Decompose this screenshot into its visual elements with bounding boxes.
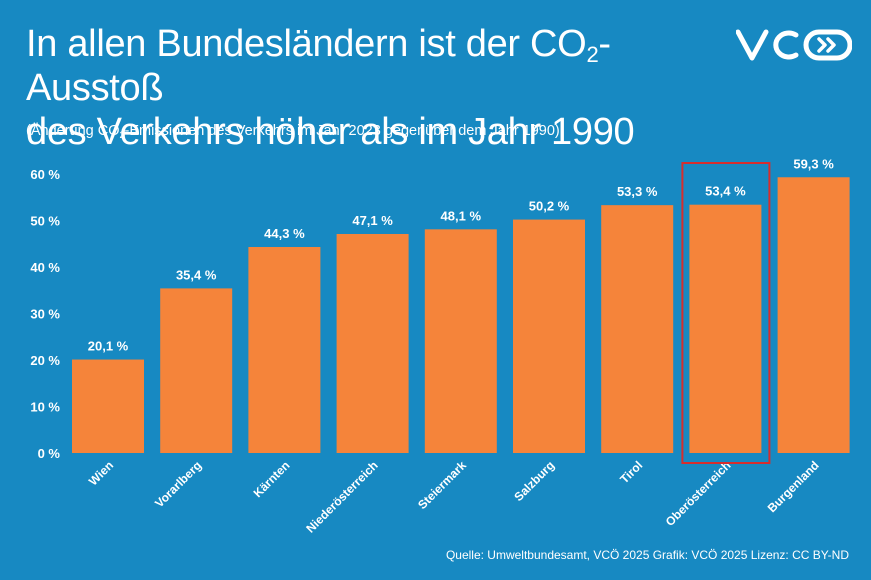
x-tick-label: Salzburg (511, 458, 557, 504)
bar-kärnten (248, 247, 321, 453)
value-label: 53,3 % (617, 184, 658, 199)
x-tick-label: Kärnten (251, 458, 293, 500)
title-line2: des Verkehrs höher als im Jahr 1990 (26, 111, 635, 153)
value-label: 48,1 % (441, 208, 482, 223)
x-tick-label: Tirol (617, 458, 645, 486)
title-line1-prefix: In allen Bundesländern ist der CO (26, 23, 587, 65)
y-tick-label: 10 % (30, 400, 60, 415)
bars (72, 177, 850, 453)
y-tick-label: 30 % (30, 307, 60, 322)
source-note: Quelle: Umweltbundesamt, VCÖ 2025 Grafik… (445, 548, 849, 562)
bar-burgenland (777, 177, 850, 453)
bar-tirol (601, 205, 674, 453)
chart-subtitle: (Änderung CO2-Emissionen des Verkehrs im… (26, 122, 560, 140)
value-label: 20,1 % (88, 339, 129, 354)
value-label: 59,3 % (793, 156, 834, 171)
subtitle-suffix: -Emissionen des Verkehrs im Jahr 2023 ge… (124, 123, 560, 139)
x-tick-label: Niederösterreich (303, 458, 380, 535)
x-tick-label: Vorarlberg (152, 458, 204, 510)
value-label: 35,4 % (176, 267, 217, 282)
x-tick-label: Burgenland (765, 458, 822, 515)
x-tick-label: Oberösterreich (663, 458, 734, 529)
value-label: 50,2 % (529, 199, 570, 214)
y-tick-label: 20 % (30, 353, 60, 368)
bar-vorarlberg (160, 288, 233, 453)
chart-title: In allen Bundesländern ist der CO2-Ausst… (26, 22, 726, 154)
subtitle-co2-subscript: 2 (119, 130, 125, 140)
y-tick-label: 50 % (30, 214, 60, 229)
y-tick-label: 0 % (38, 446, 61, 461)
bar-steiermark (424, 229, 497, 453)
y-tick-label: 60 % (30, 167, 60, 182)
title-line1-suffix: -Ausstoß (26, 23, 611, 109)
x-axis-labels: Wien Vorarlberg Kärnten Niederösterreich Ste… (86, 458, 822, 536)
y-tick-label: 40 % (30, 260, 60, 275)
value-label: 47,1 % (352, 213, 393, 228)
value-label: 44,3 % (264, 226, 305, 241)
bar-niederösterreich (336, 233, 409, 453)
y-axis-ticks: 0 % 10 % 20 % 30 % 40 % 50 % 60 % (30, 167, 60, 461)
title-co2-subscript: 2 (586, 42, 599, 67)
value-labels: 20,1 % 35,4 % 44,3 % 47,1 % 48,1 % 50,2 % 53,3… (88, 156, 835, 353)
x-tick-label: Wien (86, 458, 116, 488)
highlight-box (681, 162, 771, 464)
subtitle-prefix: (Änderung CO (26, 123, 120, 139)
value-label: 53,4 % (705, 184, 746, 199)
bar-salzburg (513, 219, 585, 453)
x-tick-label: Steiermark (415, 458, 469, 512)
bar-wien (72, 359, 144, 453)
vco-logo-icon (736, 29, 852, 61)
bar-oberösterreich (689, 204, 762, 453)
